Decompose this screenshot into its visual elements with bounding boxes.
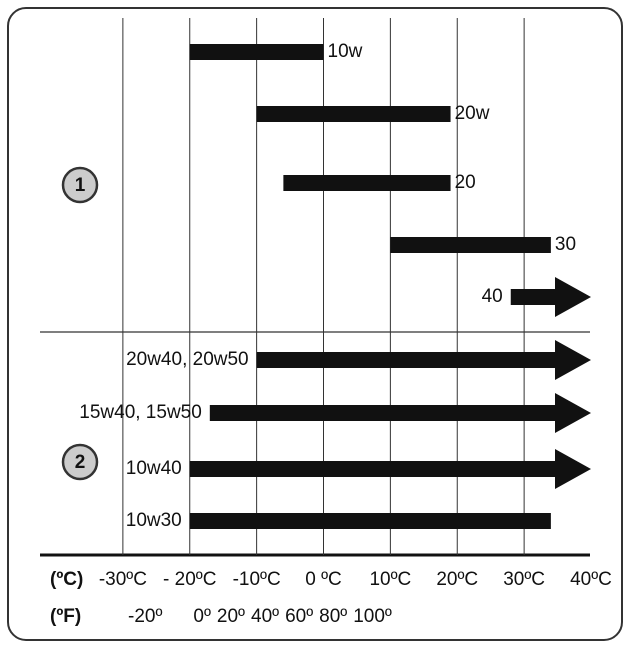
fahrenheit-label: 0º <box>193 606 211 627</box>
bar-label: 15w40, 15w50 <box>79 402 202 423</box>
bar-label: 10w <box>328 41 363 62</box>
range-bar <box>390 237 551 253</box>
x-tick-label: - 20ºC <box>163 569 216 590</box>
group-label: 2 <box>75 452 86 473</box>
fahrenheit-label: 100º <box>353 606 392 627</box>
arrow-bar <box>209 393 591 433</box>
fahrenheit-label: 60º <box>285 606 313 627</box>
arrow-bar <box>189 449 591 489</box>
bar-label: 30 <box>555 234 576 255</box>
x-tick-label: 10ºC <box>369 569 411 590</box>
bar-label: 40 <box>482 286 503 307</box>
bar-label: 10w30 <box>126 510 182 531</box>
arrow-bar <box>510 277 591 317</box>
range-bar <box>189 513 551 529</box>
bar-label: 20w <box>455 103 490 124</box>
range-bar <box>283 175 451 191</box>
bar-label: 20 <box>455 172 476 193</box>
x-tick-label: 20ºC <box>436 569 478 590</box>
group-label: 1 <box>75 175 86 196</box>
group-badge <box>61 443 99 481</box>
bar-label: 20w40, 20w50 <box>126 349 249 370</box>
bar-label: 10w40 <box>126 458 182 479</box>
x-tick-label: -30ºC <box>99 569 147 590</box>
fahrenheit-label: 20º <box>217 606 245 627</box>
x-tick-label: 40ºC <box>570 569 612 590</box>
group-badge <box>61 166 99 204</box>
fahrenheit-label: 40º <box>251 606 279 627</box>
arrow-bar <box>256 340 591 380</box>
range-bar <box>189 44 324 60</box>
x-tick-label: 0 ºC <box>305 569 342 590</box>
fahrenheit-label: -20º <box>128 606 162 627</box>
celsius-unit: (ºC) <box>50 569 83 590</box>
fahrenheit-label: 80º <box>319 606 347 627</box>
x-tick-label: 30ºC <box>503 569 545 590</box>
x-tick-label: -10ºC <box>233 569 281 590</box>
frame <box>7 7 623 641</box>
fahrenheit-unit: (ºF) <box>50 606 81 627</box>
range-bar <box>256 106 451 122</box>
